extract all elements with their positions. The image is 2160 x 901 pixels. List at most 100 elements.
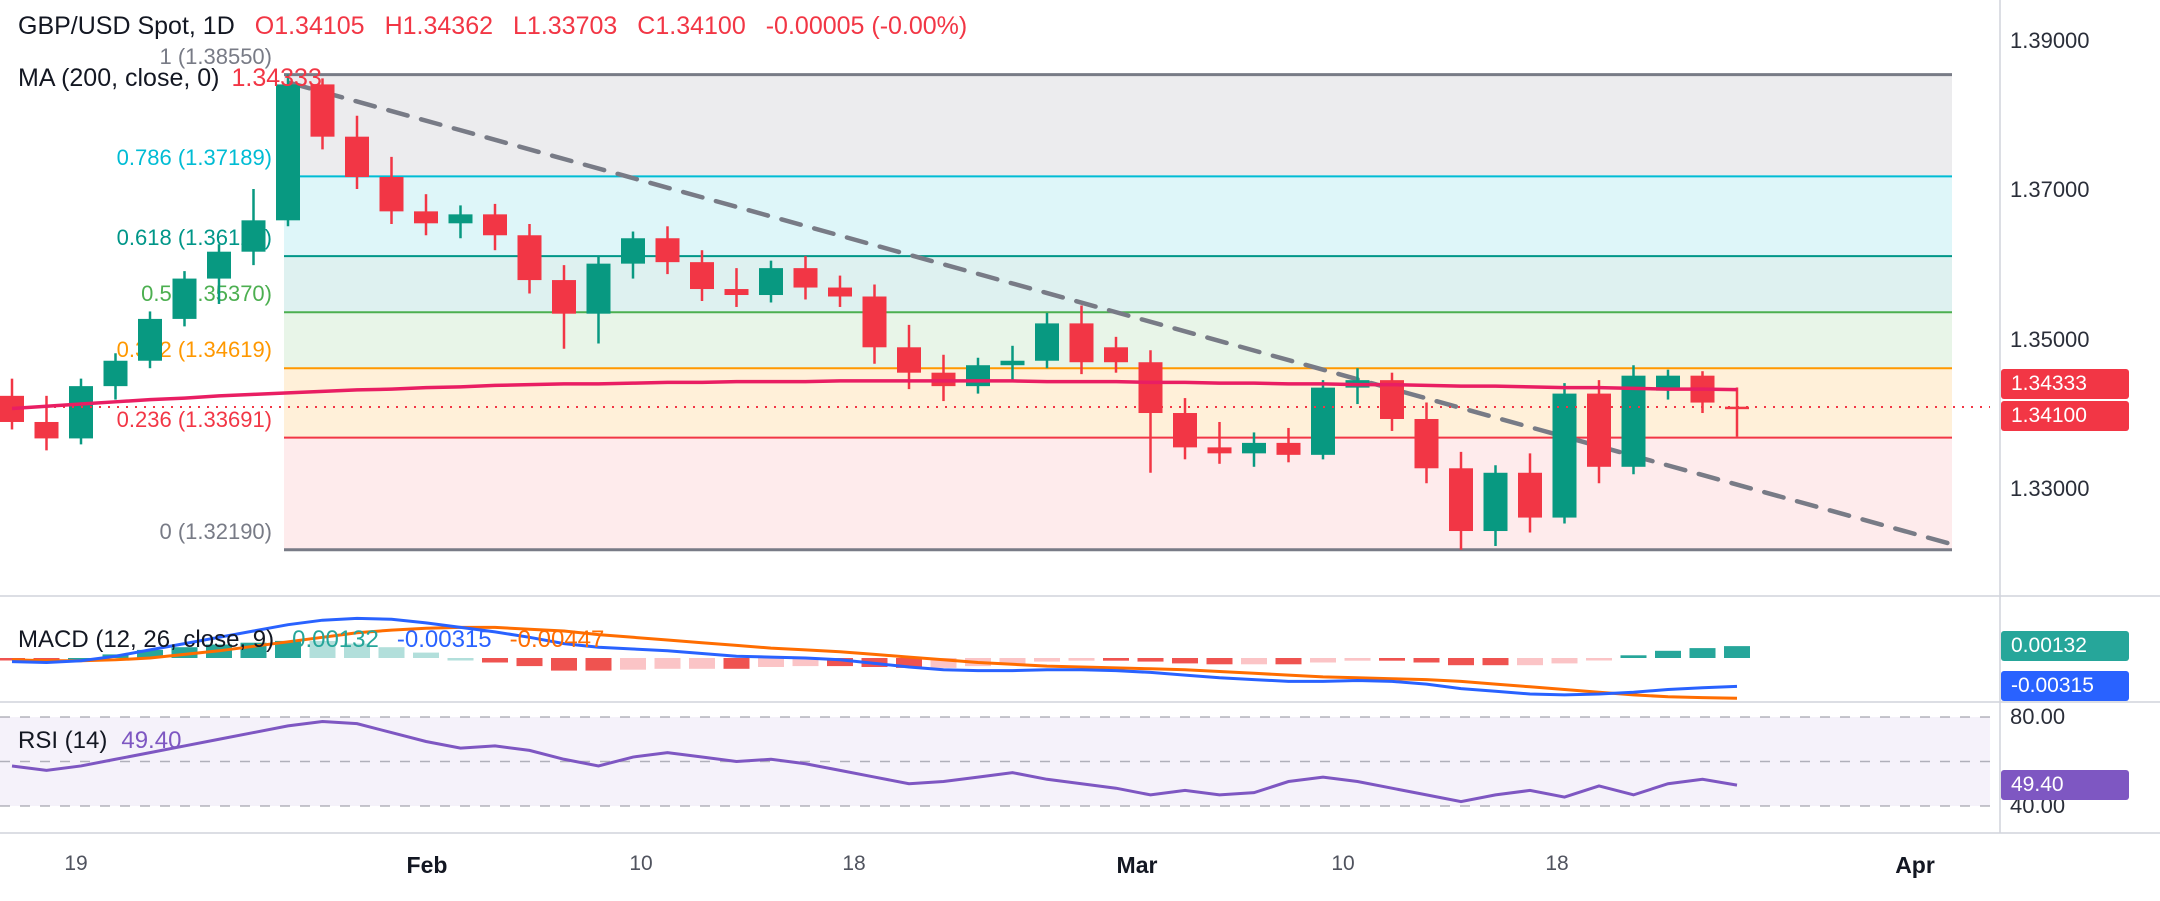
macd-histogram-bar — [1344, 658, 1371, 661]
macd-histogram-bar — [723, 658, 750, 669]
candle-body — [1656, 375, 1680, 391]
fib-level-label: 0.786 (1.37189) — [116, 145, 272, 171]
candle-body — [1587, 393, 1611, 467]
ohlc-high: H1.34362 — [384, 12, 494, 40]
candle-body — [552, 280, 576, 314]
candle-body — [621, 238, 645, 264]
rsi-legend-title: RSI (14) — [18, 727, 108, 754]
candle-body — [1449, 468, 1473, 532]
macd-signal-line — [11, 625, 1738, 700]
ohlc-low: L1.33703 — [513, 12, 618, 40]
macd-hist-value: 0.00132 — [292, 626, 379, 653]
macd-histogram-bar — [1310, 658, 1336, 663]
ma200-line[interactable] — [11, 379, 1738, 411]
rsi-value: 49.40 — [121, 727, 182, 754]
candle-body — [103, 360, 128, 387]
macd-histogram-bar — [1379, 658, 1405, 661]
fib-level-label: 0.236 (1.33691) — [116, 406, 272, 432]
macd-histogram-bar — [482, 658, 508, 663]
candle-body — [793, 268, 818, 288]
main-legend: GBP/USD Spot, 1D O1.34105 H1.34362 L1.33703… — [18, 12, 987, 41]
trendline[interactable] — [287, 80, 1953, 546]
time-axis-label[interactable]: 10 — [629, 852, 653, 875]
candle-body — [1483, 472, 1508, 532]
macd-histogram-bar — [1172, 658, 1198, 664]
candle-body — [1552, 393, 1577, 518]
candle-body — [34, 421, 59, 439]
candle-body — [586, 263, 611, 314]
candle-body — [1000, 360, 1025, 366]
candle-body — [1414, 418, 1439, 469]
ma-legend-value: 1.34333 — [231, 64, 322, 92]
candle-body — [310, 84, 335, 137]
time-axis-label[interactable]: Feb — [406, 852, 448, 878]
candle-body — [655, 238, 680, 263]
rsi-legend[interactable]: RSI (14) 49.40 — [18, 727, 195, 755]
candle-body — [724, 289, 749, 296]
candle-body — [1311, 387, 1335, 455]
candle-body — [207, 251, 231, 279]
candle-body — [1621, 375, 1646, 467]
candle-body — [897, 347, 921, 373]
candle-body — [1207, 447, 1232, 454]
candle-body — [862, 296, 887, 348]
fib-band — [284, 176, 1952, 257]
macd-histogram-bar — [137, 649, 163, 658]
ma-legend-label: MA (200, close, 0) — [18, 64, 220, 92]
time-axis-label[interactable]: 18 — [842, 852, 866, 875]
rsi-line — [11, 719, 1738, 804]
macd-histogram-bar — [792, 658, 819, 667]
macd-line — [11, 616, 1738, 697]
candle-body — [1104, 347, 1128, 363]
macd-signal-value: -0.00447 — [509, 626, 605, 653]
macd-histogram-bar — [309, 640, 336, 658]
macd-histogram-bar — [585, 658, 612, 671]
time-axis-label[interactable]: 10 — [1331, 852, 1355, 875]
macd-histogram-bar — [1275, 658, 1302, 665]
rsi-band — [0, 717, 1990, 806]
candle-body — [828, 287, 852, 297]
macd-histogram-bar — [1689, 648, 1716, 658]
time-axis-label[interactable]: 19 — [64, 852, 88, 875]
candle-body — [1069, 323, 1094, 363]
macd-histogram-bar — [896, 658, 922, 668]
macd-histogram-bar — [447, 658, 474, 661]
macd-histogram-bar — [827, 658, 853, 667]
macd-histogram-bar — [930, 658, 957, 668]
candle-body — [345, 136, 369, 178]
ohlc-open: O1.34105 — [254, 12, 365, 40]
macd-histogram-bar — [654, 658, 681, 669]
candle-body — [69, 386, 93, 439]
time-axis-label[interactable]: 18 — [1545, 852, 1569, 875]
macd-legend[interactable]: MACD (12, 26, close, 9) 0.00132 -0.00315 -0… — [18, 626, 622, 654]
ma-legend[interactable]: MA (200, close, 0) 1.34333 — [18, 64, 322, 93]
candle-body — [138, 318, 162, 361]
candle-body — [690, 262, 714, 290]
macd-histogram-bar — [1551, 658, 1578, 664]
macd-histogram-bar — [171, 647, 198, 658]
macd-histogram-bar — [1206, 658, 1233, 665]
candle-body — [1035, 323, 1059, 361]
time-axis-label[interactable]: Mar — [1116, 852, 1158, 878]
candle-body — [517, 235, 542, 281]
candle-body — [1380, 380, 1404, 419]
macd-histogram-bar — [1103, 658, 1129, 661]
macd-histogram-bar — [1068, 658, 1095, 661]
macd-histogram-bar — [1034, 658, 1060, 662]
candle-body — [172, 278, 197, 319]
symbol-title[interactable]: GBP/USD Spot, 1D — [18, 12, 235, 40]
time-axis[interactable]: 19 Feb 10 18 Mar 10 18 Apr — [0, 834, 2160, 901]
fib-band — [284, 74, 1952, 177]
candle-body — [241, 220, 266, 252]
macd-histogram-bar — [516, 658, 543, 667]
macd-histogram-bar — [1413, 658, 1440, 663]
time-axis-label[interactable]: Apr — [1895, 852, 1935, 878]
macd-histogram-bar — [620, 658, 646, 670]
macd-histogram-bar — [1482, 658, 1509, 666]
fib-band — [284, 437, 1952, 550]
macd-histogram-bar — [1724, 646, 1750, 658]
macd-histogram-bar — [758, 658, 784, 667]
macd-histogram-bar — [689, 658, 715, 669]
